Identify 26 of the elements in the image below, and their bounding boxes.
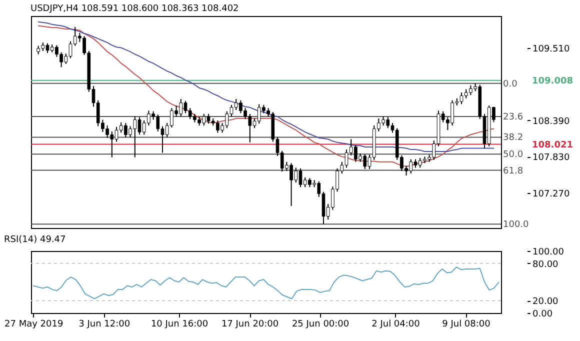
x-tick-label: 10 Jun 16:00	[150, 320, 208, 330]
y-tick-label: 20.00	[532, 297, 559, 308]
y-tick-label: 109.510	[532, 44, 570, 54]
text: 23.6	[503, 112, 524, 122]
text: 0.0	[503, 79, 518, 90]
y-tick-label: 80.00	[532, 260, 559, 270]
ref-line-label: 108.021	[532, 140, 573, 150]
text: 38.2	[503, 133, 524, 144]
chart-title: RSI(14) 49.47	[4, 235, 66, 245]
x-tick-label: 17 Jun 20:00	[221, 320, 279, 330]
y-tick-label: 107.270	[532, 189, 570, 200]
chart-title: USDJPY,H4 108.591 108.600 108.363 108.402	[30, 4, 239, 14]
text: 50.0	[503, 150, 524, 160]
text: 61.8	[503, 166, 524, 176]
x-tick-label: 25 Jun 00:00	[292, 320, 350, 330]
y-tick-label: 0.00	[532, 310, 553, 320]
x-tick-label: 27 May 2019	[4, 320, 64, 330]
x-tick-label: 2 Jul 04:00	[372, 320, 420, 330]
y-tick-label: 100.00	[532, 248, 564, 258]
ref-line-label: 109.008	[532, 76, 573, 86]
line-series	[32, 266, 500, 300]
x-tick-label: 3 Jun 12:00	[78, 320, 130, 330]
y-tick-label: 108.390	[532, 116, 570, 127]
y-tick-label: 107.830	[532, 153, 570, 164]
x-tick-label: 9 Jul 08:00	[442, 320, 491, 330]
text: 100.0	[503, 220, 530, 230]
